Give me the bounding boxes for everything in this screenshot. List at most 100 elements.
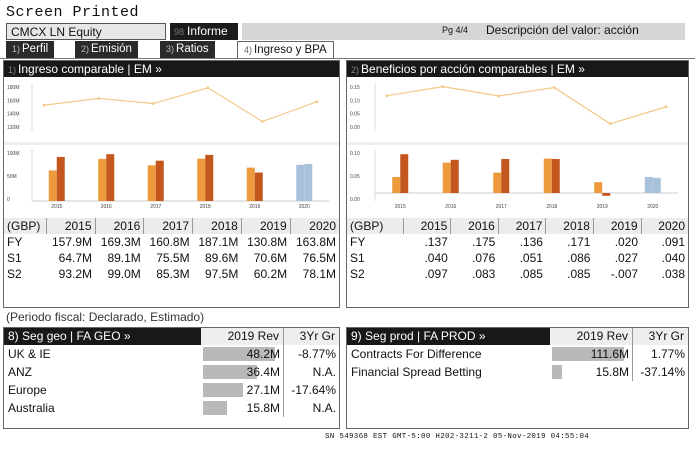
tab-num: 4) xyxy=(244,45,253,55)
series-line xyxy=(386,85,667,125)
year-header: 2015 xyxy=(45,218,96,234)
x-tick-label: 2015 xyxy=(395,204,406,210)
segment-row[interactable]: Contracts For Difference 111.6M 1.77% xyxy=(347,345,688,363)
x-tick-label: 2018 xyxy=(200,204,211,210)
tab-num: 1) xyxy=(12,44,21,54)
panel-title: Ingreso comparable xyxy=(18,62,125,76)
bar xyxy=(551,159,560,193)
table-cell: .091 xyxy=(661,235,685,249)
y-tick-label: 160M xyxy=(7,98,20,104)
x-tick-label: 2019 xyxy=(597,204,608,210)
segment-row[interactable]: Financial Spread Betting 15.8M -37.14% xyxy=(347,363,688,381)
tab-label: Ratios xyxy=(176,43,209,55)
y-tick-label: 0 xyxy=(7,197,10,203)
tab-label: Perfil xyxy=(22,43,49,55)
ticker-field[interactable]: CMCX LN Equity xyxy=(6,23,166,40)
bar xyxy=(48,170,57,201)
bar xyxy=(644,177,653,193)
table-cell: 60.2M xyxy=(253,267,288,281)
revenue-table: (GBP) 2015 2016 2017 2018 2019 2020 FY 157.9M 169… xyxy=(4,218,339,282)
year-header: 2019 xyxy=(592,218,642,234)
eps-panel-header[interactable]: 2) Beneficios por acción comparables | EM… xyxy=(347,61,688,77)
revenue-value: 15.8M xyxy=(595,365,629,379)
tab-label: Emisión xyxy=(91,43,132,55)
segment-revenue: 36.4M xyxy=(201,363,283,381)
table-row: FY .137 .175 .136 .171 .020 .091 xyxy=(347,234,688,250)
segment-revenue: 27.1M xyxy=(201,381,283,399)
revenue-value: 27.1M xyxy=(246,383,280,397)
segment-row[interactable]: ANZ 36.4M N.A. xyxy=(4,363,339,381)
revenue-value: 15.8M xyxy=(246,401,280,415)
x-tick-label: 2015 xyxy=(51,204,62,210)
row-label: S1 xyxy=(350,251,365,265)
panel-num: 9) xyxy=(351,329,362,343)
tab-emision[interactable]: 2) Emisión xyxy=(75,41,138,58)
tab-num: 3) xyxy=(166,44,175,54)
report-button[interactable]: 98 Informe xyxy=(170,23,238,40)
segment-row[interactable]: Europe 27.1M -17.64% xyxy=(4,381,339,399)
eps-line-chart: 0.15 0.10 0.05 0.00 xyxy=(347,77,688,137)
data-point xyxy=(608,122,612,126)
bar xyxy=(147,165,156,201)
product-segment-header[interactable]: 9) Seg prod | FA PROD » xyxy=(347,328,550,345)
row-label: S2 xyxy=(7,267,22,281)
panel-num: 2) xyxy=(351,65,360,75)
segment-revenue: 111.6M xyxy=(550,345,632,363)
em-link[interactable]: EM » xyxy=(556,62,585,76)
segment-growth: N.A. xyxy=(283,399,339,417)
y-tick-label: 120M xyxy=(7,125,20,131)
bar xyxy=(602,193,611,196)
data-point xyxy=(206,86,210,90)
em-link[interactable]: EM » xyxy=(133,62,162,76)
y-tick-label: 0.10 xyxy=(350,151,360,157)
eps-panel: 2) Beneficios por acción comparables | EM… xyxy=(346,60,689,308)
table-cell: .097 xyxy=(424,267,448,281)
year-header: 2017 xyxy=(497,218,546,234)
year-header: 2016 xyxy=(450,218,499,234)
table-cell: 99.0M xyxy=(107,267,141,281)
bar xyxy=(246,167,255,201)
table-cell: 70.6M xyxy=(253,251,288,265)
segment-growth: -8.77% xyxy=(283,345,339,363)
eps-table: (GBP) 2015 2016 2017 2018 2019 2020 FY .137 .175.… xyxy=(347,218,688,282)
segment-name: Australia xyxy=(8,401,55,415)
tab-perfil[interactable]: 1) Perfil xyxy=(6,41,55,58)
segment-growth: N.A. xyxy=(283,363,339,381)
bar xyxy=(493,172,502,193)
geo-segment-header[interactable]: 8) Seg geo | FA GEO » xyxy=(4,328,201,345)
table-row: S2 93.2M 99.0M 85.3M 97.5M 60.2M 78.1M xyxy=(4,266,339,282)
bar xyxy=(400,154,409,193)
segment-row[interactable]: Australia 15.8M N.A. xyxy=(4,399,339,417)
y-tick-label: 0.00 xyxy=(350,125,360,131)
table-cell: .083 xyxy=(472,267,496,281)
bar xyxy=(254,172,263,201)
table-row: S1 .040 .076 .051 .086 .027 .040 xyxy=(347,250,688,266)
table-cell: .136 xyxy=(519,235,543,249)
x-tick-label: 2017 xyxy=(150,204,161,210)
segment-growth: -17.64% xyxy=(283,381,339,399)
year-header: 2020 xyxy=(289,218,339,234)
segment-growth: 1.77% xyxy=(632,345,688,363)
tab-ratios[interactable]: 3) Ratios xyxy=(160,41,215,58)
segment-row[interactable]: UK & IE 48.2M -8.77% xyxy=(4,345,339,363)
screen-title: Screen Printed xyxy=(6,4,140,21)
segment-name: Contracts For Difference xyxy=(351,347,482,361)
revenue-panel-header[interactable]: 1) Ingreso comparable | EM » xyxy=(4,61,339,77)
geo-segment-rows: UK & IE 48.2M -8.77% ANZ 36.4M N.A. Europe 27.1… xyxy=(4,345,339,417)
year-header: 2018 xyxy=(192,218,242,234)
tab-ingreso-bpa[interactable]: 4) Ingreso y BPA xyxy=(237,41,334,58)
revenue-bar xyxy=(203,365,257,379)
year-header: 2016 xyxy=(94,218,144,234)
row-label: S1 xyxy=(7,251,22,265)
bar xyxy=(543,158,552,193)
y-tick-label: 140M xyxy=(7,112,20,118)
security-description: Descripción del valor: acción xyxy=(486,23,639,37)
data-point xyxy=(151,102,155,105)
segment-growth: -37.14% xyxy=(632,363,688,381)
data-point xyxy=(497,94,500,98)
table-cell: -.007 xyxy=(610,267,639,281)
bar xyxy=(392,177,401,193)
table-cell: 76.5M xyxy=(302,251,336,265)
table-cell: 75.5M xyxy=(156,251,190,265)
tab-divider xyxy=(0,58,695,59)
